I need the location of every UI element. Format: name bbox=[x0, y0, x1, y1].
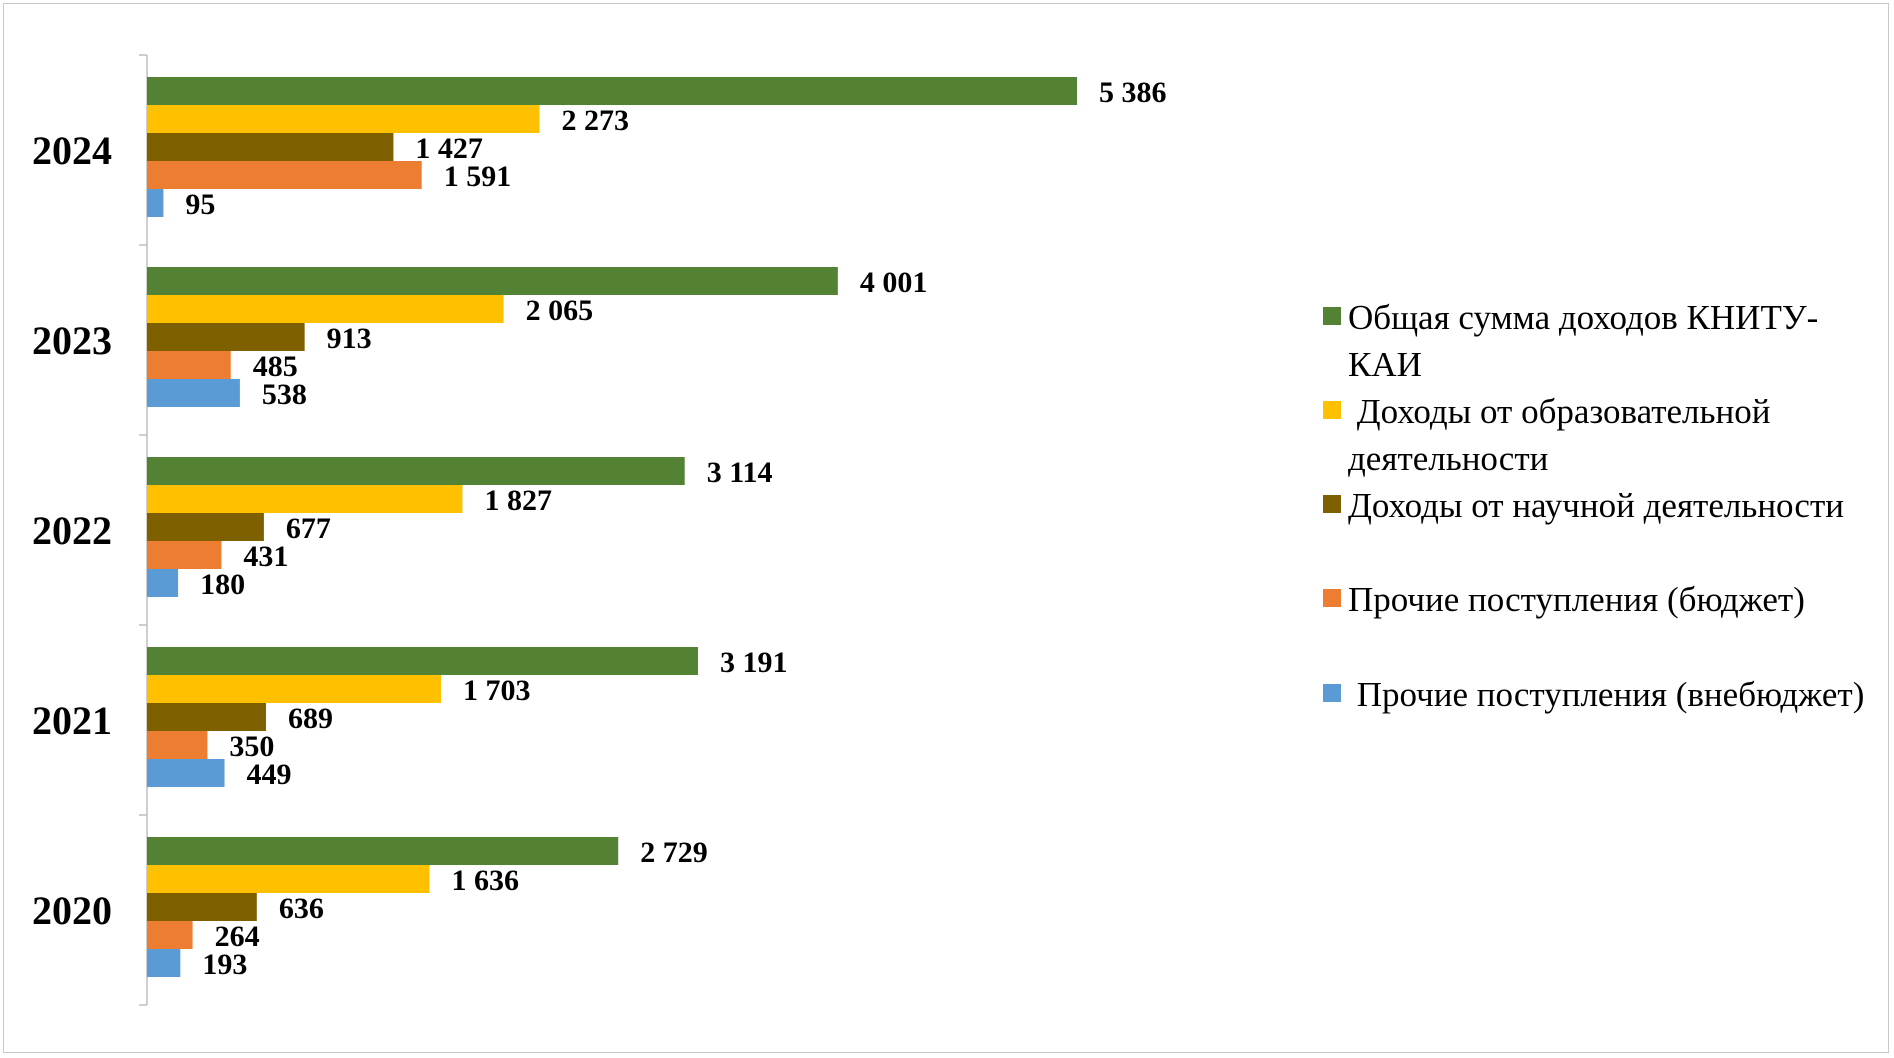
legend-swatch bbox=[1323, 401, 1341, 419]
bar bbox=[147, 647, 698, 675]
data-label: 1 427 bbox=[415, 132, 483, 165]
category-label: 2024 bbox=[32, 128, 112, 173]
category-label: 2021 bbox=[32, 698, 112, 743]
bar bbox=[147, 133, 394, 161]
legend-item: Общая сумма доходов КНИТУ-КАИ bbox=[1318, 294, 1878, 388]
legend-item: Доходы от образовательной деятельности bbox=[1318, 388, 1878, 482]
bar bbox=[147, 267, 838, 295]
legend-label: Доходы от научной деятельности bbox=[1348, 486, 1844, 525]
axis-layer bbox=[139, 54, 148, 1006]
bar bbox=[147, 295, 504, 323]
data-label: 4 001 bbox=[860, 266, 928, 299]
bar bbox=[147, 949, 181, 977]
bar bbox=[147, 77, 1077, 105]
data-label: 538 bbox=[262, 378, 307, 411]
data-label: 1 703 bbox=[463, 674, 531, 707]
category-label: 2020 bbox=[32, 888, 112, 933]
data-label: 95 bbox=[185, 188, 215, 221]
data-label: 689 bbox=[288, 702, 333, 735]
data-label: 485 bbox=[253, 350, 298, 383]
data-label: 636 bbox=[279, 892, 324, 925]
bar bbox=[147, 323, 305, 351]
data-label: 350 bbox=[229, 730, 274, 763]
bar bbox=[147, 569, 179, 597]
bar bbox=[147, 457, 685, 485]
bar bbox=[147, 837, 619, 865]
legend-label: Доходы от образовательной деятельности bbox=[1348, 392, 1780, 478]
legend-swatch bbox=[1323, 495, 1341, 513]
legend-item: Прочие поступления (бюджет) bbox=[1318, 576, 1878, 671]
data-label: 677 bbox=[286, 512, 331, 545]
bar bbox=[147, 541, 222, 569]
data-label: 2 729 bbox=[640, 836, 708, 869]
bar bbox=[147, 921, 193, 949]
legend-swatch bbox=[1323, 589, 1341, 607]
data-label: 431 bbox=[243, 540, 288, 573]
bars-layer bbox=[147, 77, 1077, 977]
legend-label: Прочие поступления (бюджет) bbox=[1348, 580, 1805, 619]
bar bbox=[147, 759, 225, 787]
data-label: 5 386 bbox=[1099, 76, 1167, 109]
bar bbox=[147, 485, 463, 513]
data-label: 449 bbox=[247, 758, 292, 791]
data-label: 913 bbox=[327, 322, 372, 355]
bar bbox=[147, 731, 208, 759]
bar bbox=[147, 675, 442, 703]
data-label: 180 bbox=[200, 568, 245, 601]
bar bbox=[147, 513, 264, 541]
data-label: 3 191 bbox=[720, 646, 788, 679]
legend-label: Прочие поступления (внебюджет) bbox=[1348, 675, 1865, 714]
legend: Общая сумма доходов КНИТУ-КАИ Доходы от … bbox=[1318, 294, 1878, 718]
legend-label: Общая сумма доходов КНИТУ-КАИ bbox=[1348, 298, 1819, 384]
category-label: 2023 bbox=[32, 318, 112, 363]
legend-item: Доходы от научной деятельности bbox=[1318, 482, 1878, 576]
bar bbox=[147, 161, 422, 189]
bar bbox=[147, 865, 430, 893]
data-label: 3 114 bbox=[707, 456, 773, 489]
data-label: 2 065 bbox=[526, 294, 594, 327]
data-label: 193 bbox=[202, 948, 247, 981]
data-label: 1 827 bbox=[484, 484, 552, 517]
legend-swatch bbox=[1323, 684, 1341, 702]
bar bbox=[147, 105, 540, 133]
bar bbox=[147, 189, 164, 217]
bar bbox=[147, 379, 240, 407]
category-label: 2022 bbox=[32, 508, 112, 553]
data-label: 264 bbox=[215, 920, 260, 953]
data-label: 1 591 bbox=[444, 160, 512, 193]
bar bbox=[147, 703, 266, 731]
legend-item: Прочие поступления (внебюджет) bbox=[1318, 671, 1878, 718]
bar bbox=[147, 351, 231, 379]
legend-swatch bbox=[1323, 307, 1341, 325]
data-label: 1 636 bbox=[451, 864, 518, 897]
data-label: 2 273 bbox=[561, 104, 629, 137]
bar bbox=[147, 893, 257, 921]
